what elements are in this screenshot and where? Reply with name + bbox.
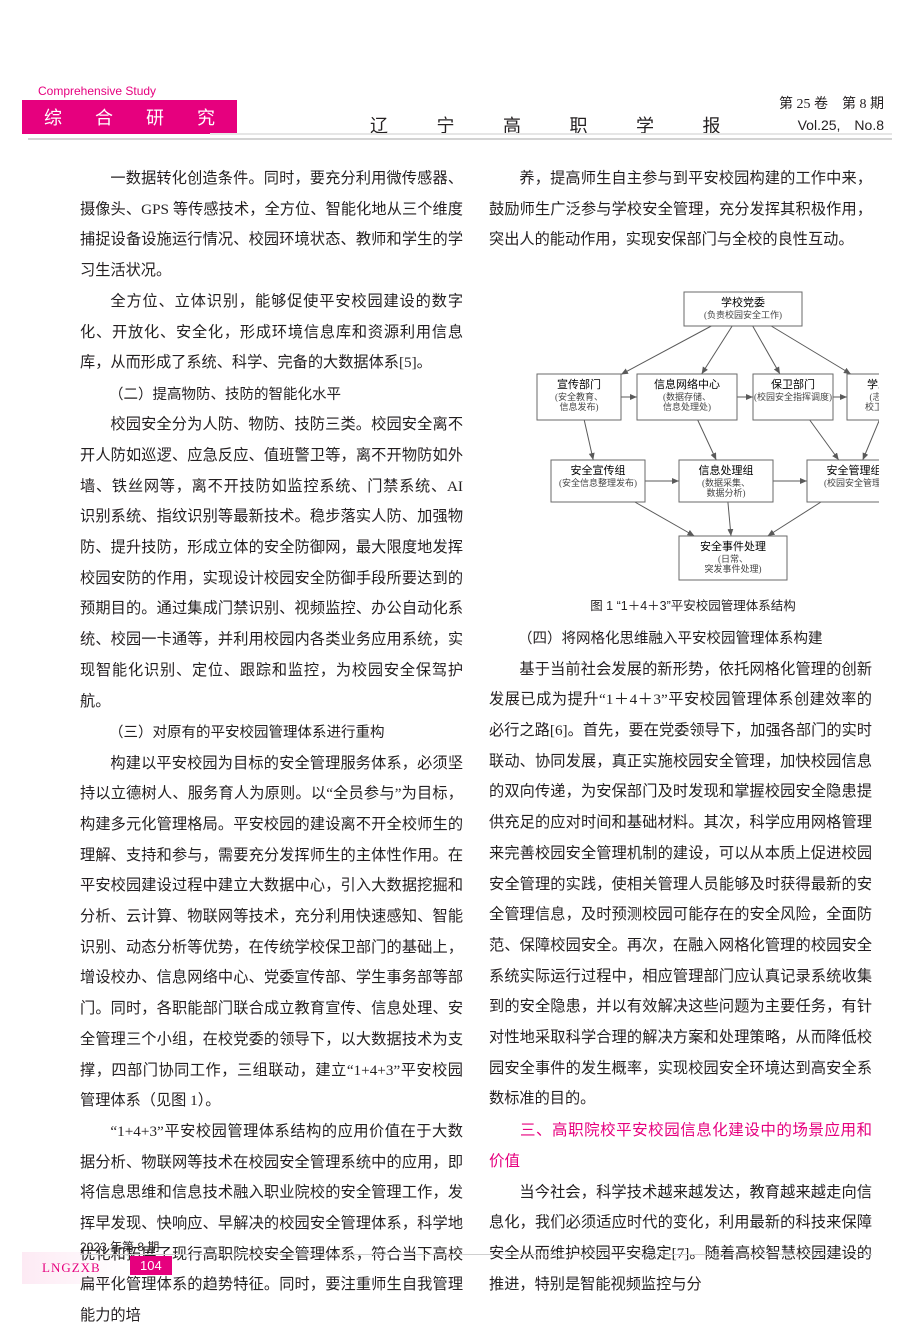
svg-text:安全管理组: 安全管理组 [827,463,880,477]
volume-block: 第 25 卷 第 8 期 Vol.25, No.8 [779,94,884,136]
flow-edge [768,502,821,536]
svg-text:安全事件处理: 安全事件处理 [700,539,766,553]
svg-text:信息处理处): 信息处理处) [663,401,711,412]
flow-node: 安全管理组(校园安全管理) [807,460,879,502]
p-l2: 全方位、立体识别，能够促使平安校园建设的数字化、开放化、安全化，形成环境信息库和… [80,287,463,379]
footer-page: 104 [130,1256,172,1275]
svg-text:(安全教育、: (安全教育、 [555,391,603,402]
subheading-3: （三）对原有的平安校园管理体系进行重构 [80,719,463,748]
flow-edge [621,326,711,374]
svg-text:学校党委: 学校党委 [721,295,765,309]
header-rule [28,138,892,140]
subheading-4: （四）将网格化思维融入平安校园管理体系构建 [489,625,872,654]
figure-1-caption: 图 1 “1＋4＋3”平安校园管理体系结构 [489,594,872,619]
flow-edge [753,326,780,374]
flow-edge [584,420,593,460]
flow-node: 学校党委(负责校园安全工作) [684,292,802,326]
svg-text:安全宣传组: 安全宣传组 [571,463,626,477]
svg-text:(日常、: (日常、 [718,553,748,564]
comp-study-label: Comprehensive Study [38,84,156,98]
section-3-title: 三、高职院校平安校园信息化建设中的场景应用和价值 [489,1115,872,1178]
p-l3: 校园安全分为人防、物防、技防三类。校园安全离不开人防如巡逻、应急反应、值班警卫等… [80,410,463,717]
svg-text:(负责校园安全工作): (负责校园安全工作) [704,309,782,320]
svg-text:(志愿者、: (志愿者、 [870,391,880,402]
flow-edge [635,502,695,536]
svg-text:保卫部门: 保卫部门 [771,377,815,391]
footer-rule [80,1254,872,1255]
svg-text:(数据采集、: (数据采集、 [702,477,750,488]
subheading-2: （二）提高物防、技防的智能化水平 [80,381,463,410]
page-footer: 2023 年第 8 期 LNGZXB 104 [0,1238,920,1282]
svg-text:(数据存储、: (数据存储、 [663,391,711,402]
svg-text:宣传部门: 宣传部门 [557,377,601,391]
figure-1-svg: 学校党委(负责校园安全工作) 宣传部门(安全教育、信息发布) 信息网络中心(数据存储… [489,264,879,588]
flow-node: 宣传部门(安全教育、信息发布) [537,374,621,420]
body-columns: 一数据转化创造条件。同时，要充分利用微传感器、摄像头、GPS 等传感技术，全方位… [80,164,872,1232]
svg-text:信息发布): 信息发布) [560,401,599,412]
svg-text:(校园安全管理): (校园安全管理) [824,477,879,488]
flow-node: 安全事件处理(日常、突发事件处理) [679,536,787,580]
svg-text:数据分析): 数据分析) [707,487,746,498]
flow-node: 信息处理组(数据采集、数据分析) [679,460,773,502]
footer-date: 2023 年第 8 期 [80,1238,159,1255]
section-tab: 综 合 研 究 [22,100,237,134]
svg-text:(校园安全指挥调度): (校园安全指挥调度) [754,391,832,402]
svg-text:校卫队管理): 校卫队管理) [865,401,879,412]
flow-edge [728,502,731,536]
flow-edge [863,420,879,460]
flow-edge [702,326,733,374]
svg-text:(安全信息整理发布): (安全信息整理发布) [559,477,637,488]
svg-text:信息网络中心: 信息网络中心 [654,377,720,391]
p-l4: 构建以平安校园为目标的安全管理服务体系，必须坚持以立德树人、服务育人为原则。以“… [80,749,463,1117]
flow-edge [771,326,851,374]
flow-node: 保卫部门(校园安全指挥调度) [753,374,833,420]
flow-node: 安全宣传组(安全信息整理发布) [551,460,645,502]
figure-1: 学校党委(负责校园安全工作) 宣传部门(安全教育、信息发布) 信息网络中心(数据存储… [489,264,872,619]
svg-text:学工部门: 学工部门 [867,377,879,391]
footer-lng: LNGZXB [42,1260,101,1276]
p-r2: 基于当前社会发展的新形势，依托网格化管理的创新发展已成为提升“1＋4＋3”平安校… [489,655,872,1116]
flow-edge [698,420,717,460]
flow-node: 学工部门(志愿者、校卫队管理) [847,374,879,420]
p-r1: 养，提高师生自主参与到平安校园构建的工作中来，鼓励师生广泛参与学校安全管理，充分… [489,164,872,256]
flow-node: 信息网络中心(数据存储、信息处理处) [637,374,737,420]
p-l5: “1+4+3”平安校园管理体系结构的应用价值在于大数据分析、物联网等技术在校园安… [80,1117,463,1332]
p-l1: 一数据转化创造条件。同时，要充分利用微传感器、摄像头、GPS 等传感技术，全方位… [80,164,463,287]
svg-text:信息处理组: 信息处理组 [699,463,754,477]
header-rule-thin [210,133,892,135]
flow-edge [810,420,839,460]
volume-line1: 第 25 卷 第 8 期 [779,94,884,115]
page-header: Comprehensive Study 综 合 研 究 辽 宁 高 职 学 报 … [0,0,920,140]
svg-text:突发事件处理): 突发事件处理) [705,563,762,574]
